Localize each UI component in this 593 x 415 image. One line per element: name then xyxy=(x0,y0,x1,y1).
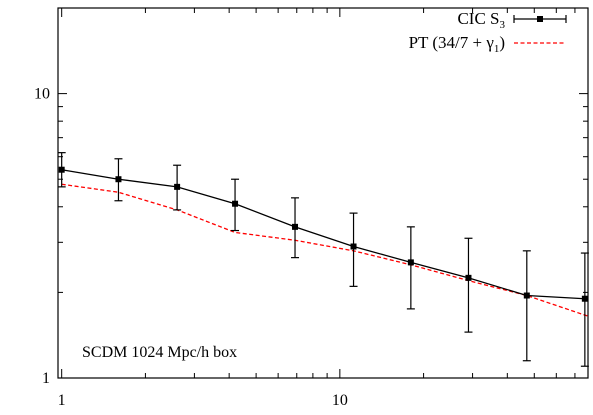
y-tick-label: 1 xyxy=(42,370,50,387)
cic-point xyxy=(465,274,472,281)
cic-point xyxy=(58,166,65,173)
cic-point xyxy=(232,200,239,207)
cic-series-line xyxy=(61,169,585,300)
x-tick-label: 1 xyxy=(58,392,66,409)
cic-point xyxy=(174,183,181,190)
legend-sample-cic xyxy=(513,15,567,23)
cic-point xyxy=(292,223,299,230)
plot-frame xyxy=(57,7,589,379)
legend-label-cic: CIC S3 xyxy=(457,9,505,31)
axis-tick-labels: 1 10 1 10 xyxy=(34,86,348,409)
pt-series-line xyxy=(61,183,589,317)
axis-ticks xyxy=(58,7,588,379)
cic-point xyxy=(581,295,588,302)
legend: CIC S3 PT (34/7 + γ1) xyxy=(409,9,567,55)
cic-point xyxy=(523,292,530,299)
x-tick-label: 10 xyxy=(332,392,348,409)
cic-point xyxy=(407,259,414,266)
y-tick-label: 10 xyxy=(34,86,50,103)
cic-point xyxy=(115,176,122,183)
cic-point xyxy=(350,243,357,250)
legend-cic-marker xyxy=(537,16,543,22)
legend-label-pt: PT (34/7 + γ1) xyxy=(409,33,505,55)
annotation-text: SCDM 1024 Mpc/h box xyxy=(82,344,237,361)
series-layer xyxy=(57,152,589,367)
